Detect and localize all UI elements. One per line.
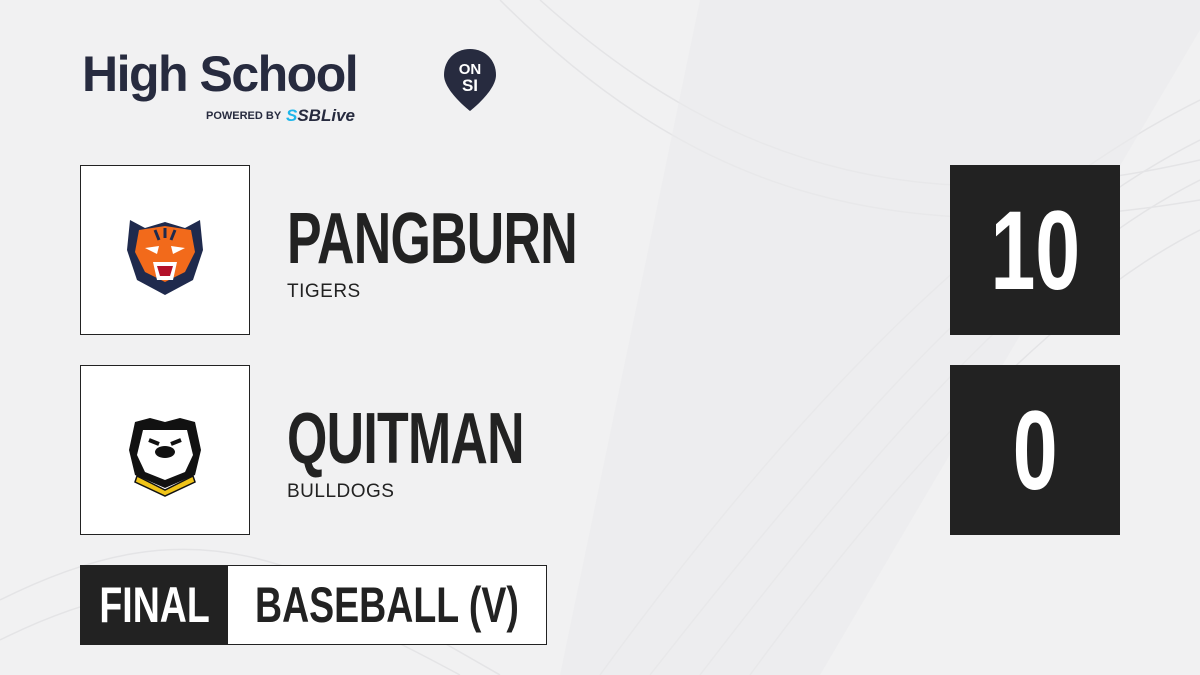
team-logo-home [80,165,250,335]
pin-top-text: ON [459,61,482,78]
powered-by-label: POWERED BY [206,110,282,122]
partner-logo: SSBLive [286,106,355,126]
team-logo-away [80,365,250,535]
pin-bottom-text: SI [462,76,478,95]
sport-label: BASEBALL (V) [255,577,519,633]
status-label: FINAL [99,577,210,633]
bulldog-icon [129,418,201,497]
game-status-bar: FINAL BASEBALL (V) [80,565,547,645]
score-home-value: 10 [990,187,1080,313]
score-away: 0 [950,365,1120,535]
score-home: 10 [950,165,1120,335]
team-mascot-away: BULLDOGS [287,481,395,502]
team-name-home: PANGBURN [287,199,578,279]
location-pin-icon: ON SI [444,49,496,111]
partner-prefix: S [286,106,298,125]
brand-title: High School [82,46,359,102]
partner-name: SBLive [297,106,355,125]
sport-label-box: BASEBALL (V) [228,566,546,644]
team-name-away: QUITMAN [287,399,525,479]
status-badge: FINAL [81,566,228,644]
team-mascot-home: TIGERS [287,281,361,302]
tiger-icon [127,220,203,295]
score-away-value: 0 [1012,387,1058,513]
